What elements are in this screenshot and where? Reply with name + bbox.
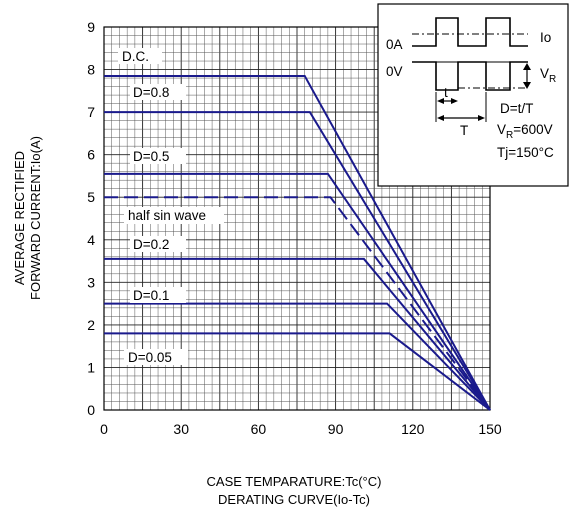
series-label-d01: D=0.1 [133, 288, 169, 303]
inset-zero-v-label: 0V [386, 64, 403, 79]
plot-frame [103, 26, 491, 411]
series-label-d08: D=0.8 [133, 85, 169, 100]
inset-T-label: T [460, 123, 468, 138]
x-tick-label: 90 [328, 421, 344, 437]
series-label-dc: D.C. [122, 49, 149, 64]
label-bg-d01 [130, 287, 186, 303]
x-tick-label: 30 [173, 421, 189, 437]
inset-t-small-label: t [444, 85, 448, 100]
y-tick-label: 6 [87, 147, 95, 163]
series-line-0 [104, 74, 491, 411]
inset-T-arrowhead-right [478, 115, 485, 121]
inset-T-arrowhead-left [437, 115, 444, 121]
series-label-half-sin: half sin wave [128, 208, 206, 223]
waveform-inset: Io 0A 0V VR t T D=t/T VR=600V Tj=150°C [377, 3, 569, 187]
y-tick-label: 0 [87, 402, 95, 418]
series-line-2 [104, 172, 491, 411]
label-bg-halfsin [124, 207, 224, 224]
y-tick-label: 3 [87, 274, 95, 290]
series-lines [104, 74, 491, 411]
x-axis-title: CASE TEMPARATURE:Tc(°C) [207, 474, 382, 489]
inset-voltage-waveform [412, 61, 528, 91]
y-tick-label: 4 [87, 232, 95, 248]
series-line-1 [104, 111, 491, 411]
inset-duty-label: D=t/T [500, 101, 533, 116]
series-line-4 [104, 257, 491, 411]
y-tick-label: 1 [87, 359, 95, 375]
y-tick-label: 9 [87, 19, 95, 35]
inset-zero-a-label: 0A [386, 37, 403, 52]
label-bg-d08 [130, 84, 186, 100]
x-tick-label: 150 [478, 421, 502, 437]
x-tick-label: 0 [100, 421, 108, 437]
inset-vr-value-label: VR=600V [497, 122, 553, 141]
inset-t-arrowhead-left [437, 98, 444, 104]
series-line-5 [104, 302, 491, 411]
inset-tj-label: Tj=150°C [497, 145, 554, 160]
x-tick-label: 120 [401, 421, 425, 437]
inset-current-waveform [412, 17, 528, 47]
series-label-d02: D=0.2 [133, 237, 169, 252]
tick-labels: 0 30 60 90 120 150 0 1 2 3 4 5 6 7 8 9 [87, 19, 502, 437]
series-label-d005: D=0.05 [128, 350, 172, 365]
series-line-3 [104, 196, 491, 411]
y-tick-label: 5 [87, 189, 95, 205]
label-bg-d005 [124, 349, 188, 365]
y-tick-label: 8 [87, 62, 95, 78]
label-bg-d05 [130, 148, 186, 164]
series-line-6 [104, 332, 491, 411]
inset-vr-arrowhead-top [523, 63, 531, 70]
series-label-d05: D=0.5 [133, 149, 169, 164]
label-bg-dc [118, 48, 162, 64]
inset-io-label: Io [540, 30, 551, 45]
y-tick-label: 7 [87, 104, 95, 120]
inset-vr-arrowhead-bottom [523, 82, 531, 89]
y-tick-label: 2 [87, 317, 95, 333]
label-bg-d02 [130, 236, 186, 252]
chart-caption: DERATING CURVE(Io-Tc) [218, 492, 370, 507]
x-tick-label: 60 [251, 421, 267, 437]
y-axis-title-line1: AVERAGE RECTIFIED [12, 151, 27, 285]
y-axis-title-line2: FORWARD CURRENT:Io(A) [28, 136, 43, 300]
inset-t-arrowhead-right [451, 98, 458, 104]
inset-vr-label: VR [540, 66, 556, 85]
